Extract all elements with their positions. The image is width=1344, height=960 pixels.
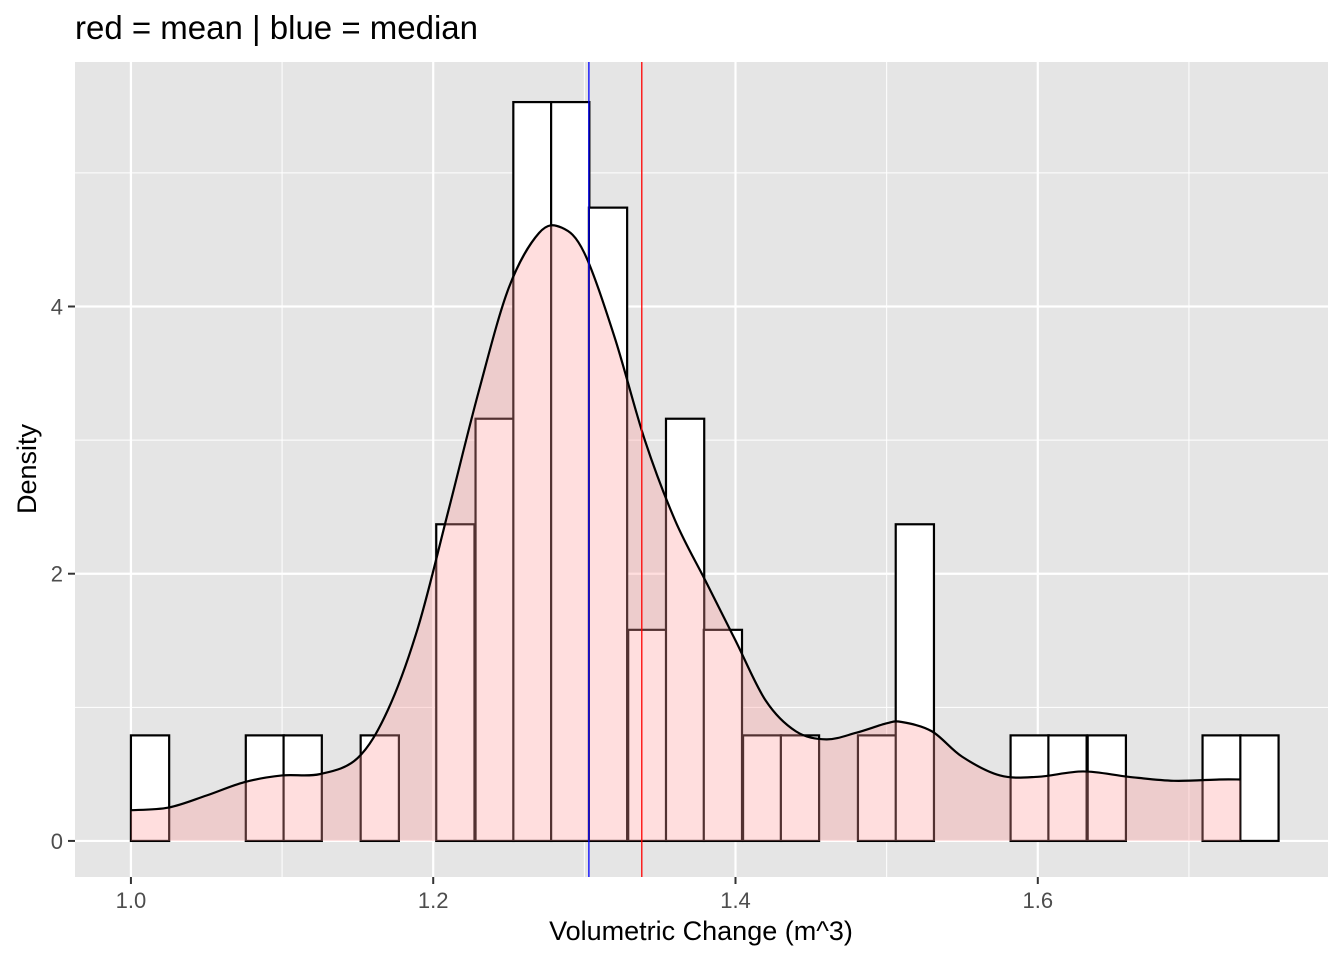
histogram-bar [359, 734, 401, 843]
histogram-bar [129, 734, 171, 843]
y-tick-label: 2 [51, 562, 63, 587]
histogram-bar [1086, 734, 1128, 843]
x-tick-label: 1.0 [116, 888, 147, 913]
y-axis-title: Density [12, 423, 42, 514]
histogram-bar [512, 100, 553, 843]
density-layer [130, 224, 1241, 841]
x-axis: 1.0 1.2 1.4 1.6 [116, 877, 1053, 913]
chart-title: red = mean | blue = median [75, 9, 478, 46]
histogram-bar [779, 734, 821, 843]
y-tick-label: 0 [51, 829, 63, 854]
histogram-bar [282, 734, 323, 843]
histogram-bar [627, 628, 668, 843]
histogram-bar [1047, 734, 1088, 843]
histogram-bar [587, 206, 629, 843]
y-tick-label: 4 [51, 295, 63, 320]
x-axis-title: Volumetric Change (m^3) [549, 916, 853, 946]
histogram-bar [894, 523, 936, 843]
reference-lines [588, 62, 643, 877]
x-tick-label: 1.2 [418, 888, 449, 913]
histogram-bar [664, 417, 706, 843]
x-tick-label: 1.4 [720, 888, 751, 913]
histogram-bar [856, 734, 898, 843]
density-curve [130, 224, 1241, 812]
histogram-bars [129, 100, 1280, 843]
density-area [130, 225, 1241, 841]
y-axis: 0 2 4 [51, 295, 75, 854]
histogram-bar [1239, 734, 1280, 843]
x-tick-label: 1.6 [1023, 888, 1054, 913]
